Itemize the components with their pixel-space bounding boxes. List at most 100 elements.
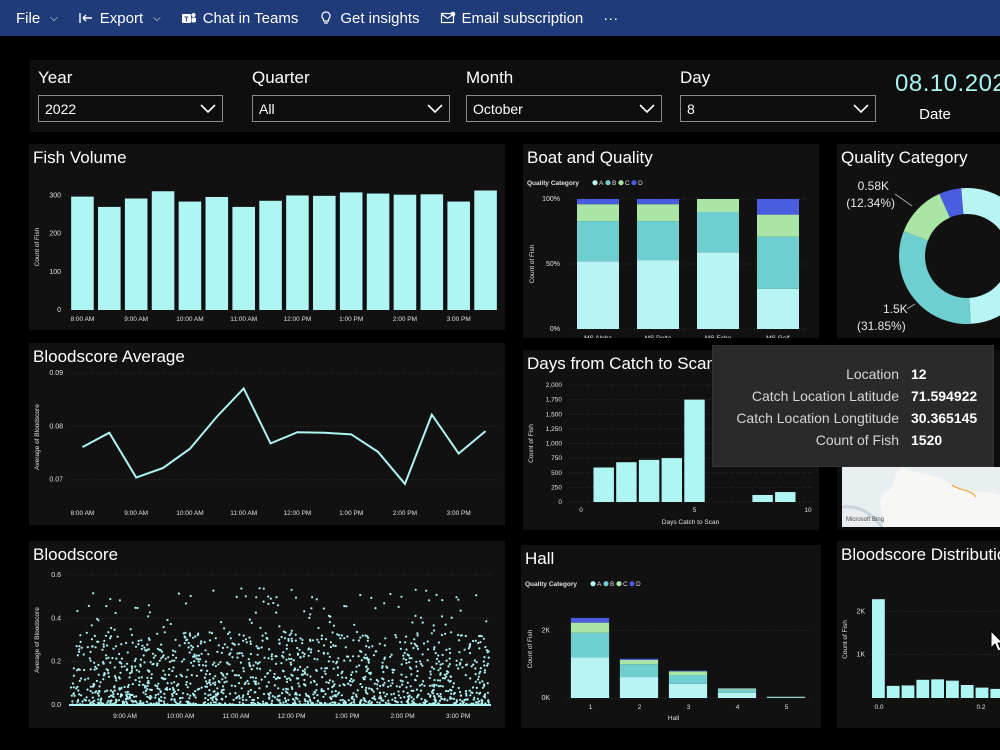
- bloodscore-point: [156, 632, 159, 635]
- bloodscore-point: [147, 637, 150, 640]
- file-menu[interactable]: File ⌵: [6, 0, 68, 36]
- bloodscore-point: [137, 643, 140, 646]
- bloodscore-point: [449, 679, 452, 683]
- bloodscore-panel[interactable]: Bloodscore 0.0 0.2 0.4 0.6 Average of Bloods…: [29, 541, 505, 728]
- bloodscore-point: [272, 676, 276, 679]
- x-tick-label: 3: [687, 704, 691, 711]
- get-insights-button[interactable]: Get insights: [308, 0, 429, 36]
- bloodscore-average-panel[interactable]: Bloodscore Average 0.07 0.08 0.09 Average o…: [29, 343, 505, 525]
- x-tick-label: 1: [589, 704, 593, 711]
- x-tick-label: 1:00 PM: [335, 713, 359, 720]
- bloodscore-distribution-panel[interactable]: Bloodscore Distribution 1K 2K Count of Fis…: [837, 541, 1000, 728]
- bloodscore-point: [91, 696, 94, 699]
- bloodscore-point: [207, 681, 211, 684]
- bloodscore-point: [437, 685, 440, 688]
- bloodscore-point: [205, 680, 208, 683]
- bloodscore-point: [410, 657, 413, 660]
- y-tick-label: 0.2: [51, 659, 61, 666]
- bloodscore-point: [432, 685, 436, 688]
- bloodscore-point: [374, 607, 377, 610]
- bloodscore-point: [192, 655, 195, 658]
- bloodscore-point: [453, 697, 456, 700]
- bloodscore-point: [295, 693, 298, 696]
- x-tick-label: 3:00 PM: [446, 713, 470, 720]
- fish-volume-bar: [366, 193, 390, 310]
- bloodscore-point: [257, 682, 260, 685]
- y-tick-label: 1,750: [546, 397, 563, 404]
- bloodscore-point: [414, 614, 417, 617]
- legend-label-B: B: [610, 581, 614, 588]
- bloodscore-point: [376, 687, 379, 690]
- export-menu[interactable]: Export ⌵: [68, 0, 171, 36]
- bloodscore-point: [317, 641, 320, 644]
- donut-leader-line: [894, 193, 913, 207]
- bloodscore-point: [221, 678, 224, 681]
- bloodscore-point: [260, 646, 263, 649]
- catch-location-map[interactable]: Microsoft Bing: [842, 467, 1000, 527]
- bloodscore-point: [110, 626, 113, 630]
- bloodscore-point: [268, 648, 271, 651]
- bloodscore-point: [193, 660, 196, 663]
- bloodscore-point: [158, 659, 161, 662]
- chat-in-teams-button[interactable]: T Chat in Teams: [171, 0, 309, 36]
- bloodscore-point: [167, 673, 171, 676]
- tooltip-key: Location: [846, 366, 899, 382]
- bloodscore-point: [171, 694, 174, 697]
- bloodscore-point: [411, 621, 414, 624]
- quality-category-chart: 0.58K (12.34%) 1.5K (31.85%): [846, 179, 1000, 333]
- more-options-button[interactable]: ···: [593, 0, 628, 36]
- bloodscore-point: [172, 688, 175, 691]
- day-dropdown[interactable]: 8: [680, 95, 876, 122]
- bloodscore-point: [186, 668, 189, 671]
- bloodscore-point: [282, 656, 285, 659]
- bloodscore-point: [458, 651, 461, 654]
- bloodscore-point: [301, 669, 305, 672]
- month-dropdown[interactable]: October: [466, 95, 662, 122]
- bloodscore-point: [223, 681, 226, 684]
- x-tick-label: 1:00 PM: [339, 316, 363, 323]
- bloodscore-point: [114, 645, 118, 648]
- bloodscore-point: [290, 640, 294, 643]
- bloodscore-point: [143, 646, 146, 649]
- boat-quality-panel[interactable]: Boat and Quality Quality Category A B C D 0% 5…: [523, 144, 819, 338]
- year-dropdown[interactable]: 2022: [38, 95, 223, 122]
- quality-category-panel[interactable]: Quality Category 0.58K (12.34%) 1.5K (31.85…: [837, 144, 1000, 338]
- bloodscore-point: [292, 697, 295, 701]
- bloodscore-point: [288, 677, 291, 680]
- bloodscore-point: [340, 672, 343, 675]
- bloodscore-point: [427, 692, 430, 696]
- bloodscore-point: [337, 657, 340, 660]
- command-bar: File ⌵ Export ⌵ T Chat in Teams Get insigh…: [0, 0, 1000, 36]
- bloodscore-point: [241, 696, 244, 699]
- legend-marker-C: [618, 180, 624, 186]
- bloodscore-point: [251, 698, 254, 702]
- fish-volume-panel[interactable]: Fish Volume 0 100 200 300 Count of Fish 8:00 …: [29, 144, 505, 330]
- bloodscore-point: [95, 667, 98, 670]
- bloodscore-point: [291, 674, 294, 677]
- bloodscore-point: [237, 643, 240, 646]
- bloodscore-point: [173, 681, 176, 684]
- bloodscore-point: [116, 635, 119, 638]
- bloodscore-point: [437, 654, 440, 657]
- export-label: Export: [99, 9, 144, 27]
- bloodscore-point: [123, 665, 126, 668]
- bloodscore-point: [104, 634, 108, 637]
- email-subscription-button[interactable]: Email subscription: [430, 0, 594, 36]
- quarter-dropdown[interactable]: All: [252, 95, 450, 122]
- hall-panel[interactable]: Hall Quality Category A B C D 0K 2K Count of Fi…: [521, 545, 821, 728]
- bloodscore-point: [126, 685, 130, 689]
- x-tick-label: 11:00 AM: [230, 316, 257, 323]
- bloodscore-point: [459, 690, 462, 694]
- bloodscore-point: [146, 684, 149, 687]
- bloodscore-point: [299, 656, 302, 659]
- bloodscore-point: [383, 658, 386, 661]
- bloodscore-point: [382, 699, 385, 702]
- bloodscore-point: [381, 666, 384, 669]
- bloodscore-point: [178, 644, 181, 647]
- bloodscore-point: [76, 700, 79, 703]
- bloodscore-point: [435, 657, 439, 661]
- bloodscore-point: [285, 658, 288, 661]
- bloodscore-point: [459, 609, 462, 612]
- bloodscore-point: [477, 675, 480, 678]
- day-slicer-label: Day: [680, 68, 711, 87]
